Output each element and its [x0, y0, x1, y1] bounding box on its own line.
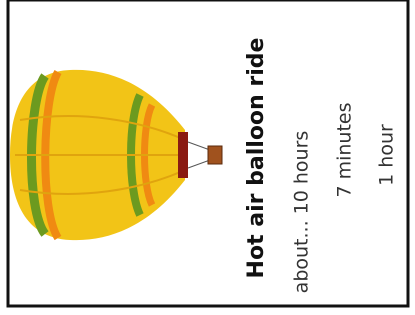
option-text: about... 10 hours: [291, 131, 313, 294]
option-text: 7 minutes: [334, 102, 356, 197]
card-title: Hot air balloon ride: [244, 38, 269, 279]
option-text: 1 hour: [376, 124, 398, 186]
page: Hot air balloon ride about... 10 hours 7…: [0, 0, 415, 315]
card: Hot air balloon ride about... 10 hours 7…: [0, 0, 415, 315]
